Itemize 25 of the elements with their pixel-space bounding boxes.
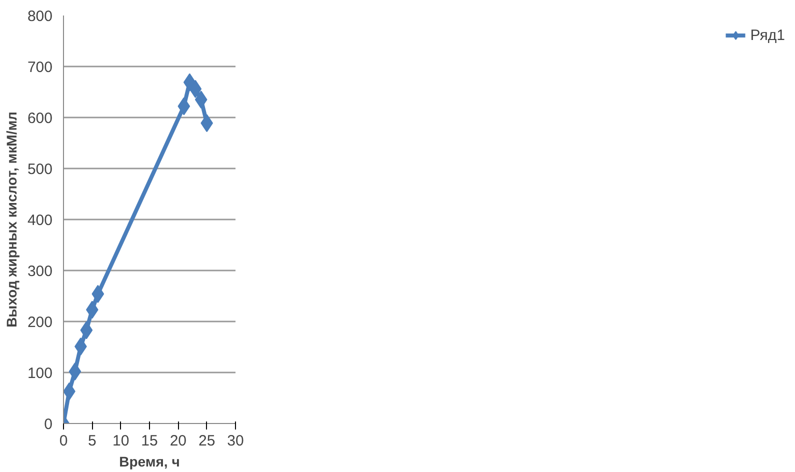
x-tick-label: 10 [112, 432, 130, 450]
x-axis-title: Время, ч [119, 454, 180, 470]
point [189, 80, 202, 98]
y-tick-label: 400 [27, 212, 53, 229]
point [68, 362, 82, 380]
point [178, 97, 190, 116]
y-tick-label: 800 [27, 8, 53, 25]
y-tick-label: 300 [27, 263, 53, 280]
legend-label: Ряд1 [750, 26, 785, 44]
x-tick-label: 0 [59, 432, 68, 450]
y-tick-label: 100 [27, 365, 53, 382]
y-tick-label: 500 [27, 161, 53, 178]
point [80, 321, 93, 340]
x-tick-label: 30 [227, 432, 244, 450]
y-tick-label: 700 [27, 59, 53, 76]
point [92, 284, 104, 303]
point [194, 90, 208, 109]
y-tick-label: 0 [44, 416, 52, 433]
x-tick-label: 20 [170, 432, 187, 450]
x-tick-label: 5 [88, 432, 96, 450]
y-axis-title: Выход жирных кислот, мкМ/мл [3, 112, 20, 328]
y-tick-label: 200 [27, 314, 53, 331]
y-tick-label: 600 [27, 110, 53, 127]
x-tick-label: 15 [141, 432, 158, 450]
x-tick-label: 25 [198, 432, 216, 450]
